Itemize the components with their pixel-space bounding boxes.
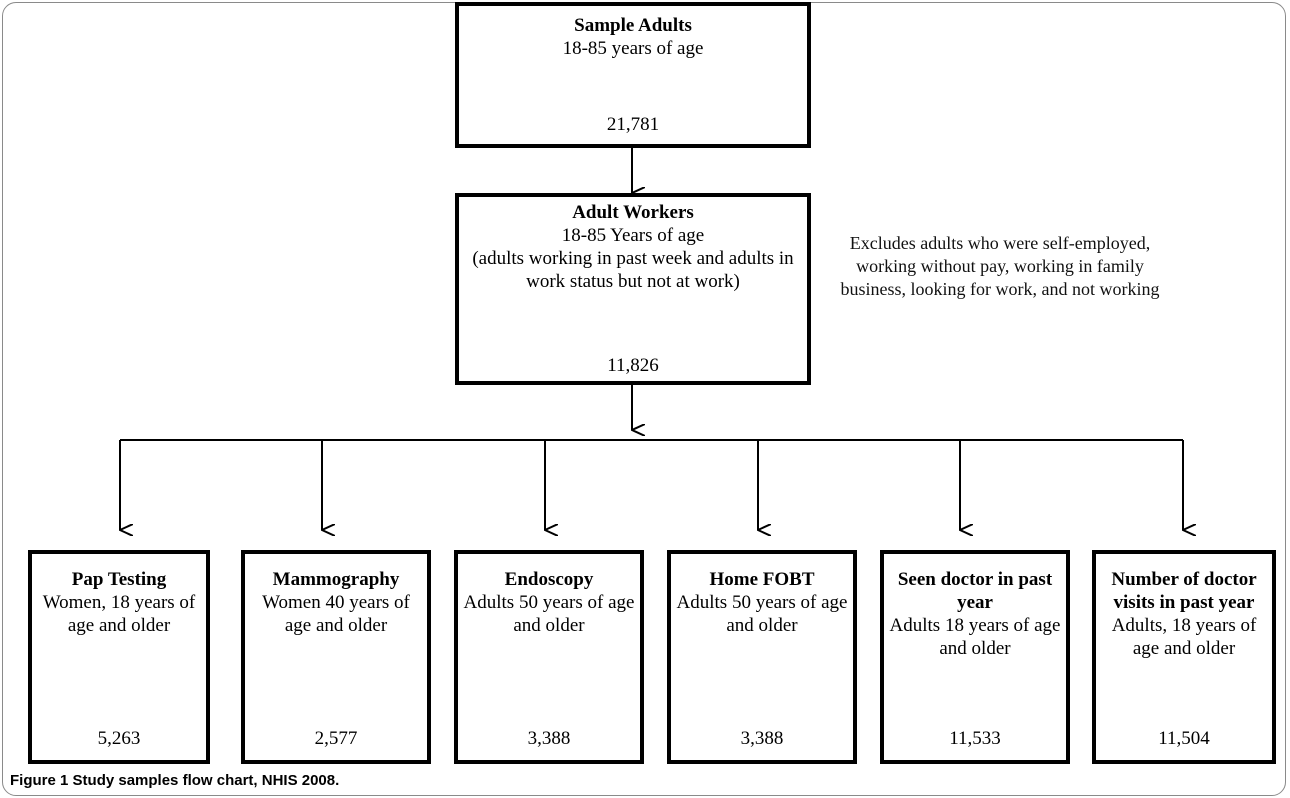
doctor-visits-box: Number of doctor visits in past year Adu…	[1092, 550, 1276, 764]
sample-adults-title: Sample Adults	[574, 15, 692, 36]
mammography-box: Mammography Women 40 years of age and ol…	[241, 550, 431, 764]
figure-caption-text: Study samples flow chart, NHIS 2008.	[72, 772, 340, 789]
endoscopy-box: Endoscopy Adults 50 years of age and old…	[454, 550, 644, 764]
doctor-visits-description: Adults, 18 years of age and older	[1111, 615, 1257, 659]
mammography-title: Mammography	[272, 569, 400, 590]
pap-testing-title: Pap Testing	[71, 569, 167, 590]
seen-doctor-description: Adults 18 years of age and older	[889, 615, 1061, 659]
figure-caption-label: Figure 1	[10, 772, 69, 789]
doctor-visits-count: 11,504	[1158, 728, 1210, 749]
figure-caption: Figure 1 Study samples flow chart, NHIS …	[10, 772, 339, 789]
pap-testing-description: Women, 18 years of age and older	[42, 592, 196, 636]
adult-workers-box: Adult Workers 18-85 Years of age (adults…	[455, 193, 811, 385]
adult-workers-count: 11,826	[607, 355, 659, 376]
mammography-description: Women 40 years of age and older	[262, 592, 410, 636]
seen-doctor-title: Seen doctor in past year	[897, 569, 1053, 613]
endoscopy-description: Adults 50 years of age and older	[463, 592, 635, 636]
home-fobt-count: 3,388	[740, 728, 784, 749]
adult-workers-title: Adult Workers	[572, 202, 694, 223]
endoscopy-count: 3,388	[527, 728, 571, 749]
endoscopy-title: Endoscopy	[504, 569, 594, 590]
doctor-visits-title: Number of doctor visits in past year	[1111, 569, 1257, 613]
sample-adults-box: Sample Adults 18-85 years of age 21,781	[455, 2, 811, 148]
exclusion-note: Excludes adults who were self-employed, …	[840, 233, 1160, 299]
sample-adults-subtitle: 18-85 years of age	[562, 38, 704, 59]
pap-testing-count: 5,263	[97, 728, 141, 749]
seen-doctor-box: Seen doctor in past year Adults 18 years…	[880, 550, 1070, 764]
home-fobt-description: Adults 50 years of age and older	[676, 592, 848, 636]
seen-doctor-count: 11,533	[949, 728, 1001, 749]
home-fobt-title: Home FOBT	[709, 569, 815, 590]
home-fobt-box: Home FOBT Adults 50 years of age and old…	[667, 550, 857, 764]
adult-workers-description: (adults working in past week and adults …	[472, 248, 794, 292]
adult-workers-subtitle: 18-85 Years of age	[561, 225, 705, 246]
mammography-count: 2,577	[314, 728, 358, 749]
pap-testing-box: Pap Testing Women, 18 years of age and o…	[28, 550, 210, 764]
sample-adults-count: 21,781	[606, 114, 660, 135]
